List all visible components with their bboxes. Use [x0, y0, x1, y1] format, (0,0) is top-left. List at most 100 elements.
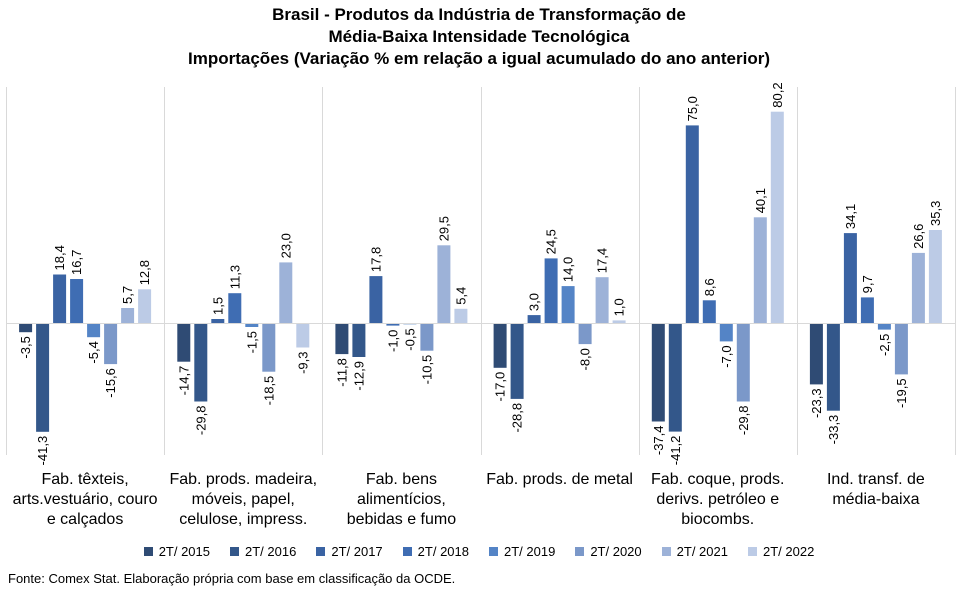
- bar: [194, 323, 208, 402]
- data-label: -14,7: [176, 366, 191, 396]
- legend-swatch: [230, 547, 240, 556]
- category-label-line: média-baixa: [832, 491, 920, 508]
- legend-swatch: [402, 547, 412, 556]
- data-label: -8,0: [578, 348, 593, 370]
- data-label: 40,1: [753, 188, 768, 213]
- legend-label: 2T/ 2015: [158, 544, 211, 559]
- bar: [809, 323, 823, 385]
- legend-item: 2T/ 2016: [230, 544, 296, 559]
- category-label-line: Fab. coque, prods.: [651, 471, 785, 488]
- bar: [702, 300, 716, 323]
- legend-item: 2T/ 2022: [747, 544, 815, 559]
- bar: [228, 293, 242, 323]
- bar: [510, 323, 524, 399]
- bar: [177, 323, 191, 362]
- data-label: 24,5: [544, 229, 559, 254]
- category-label-line: móveis, papel,: [191, 491, 295, 508]
- data-label: -0,5: [402, 328, 417, 350]
- chart-title: Brasil - Produtos da Indústria de Transf…: [0, 4, 958, 70]
- legend-label: 2T/ 2016: [245, 544, 297, 559]
- legend-swatch: [661, 547, 671, 556]
- bar: [36, 323, 50, 432]
- legend-label: 2T/ 2022: [762, 544, 815, 559]
- data-label: 8,6: [702, 278, 717, 296]
- category-label: Fab. têxteis, arts.vestuário, couro e calç…: [7, 470, 163, 530]
- bar: [843, 233, 857, 323]
- legend-label: 2T/ 2021: [676, 544, 728, 559]
- bar: [352, 323, 366, 357]
- bar: [719, 323, 733, 342]
- data-label: -15,6: [103, 368, 118, 398]
- legend-swatch: [489, 547, 498, 556]
- category-label: Fab. coque, prods. derivs. petróleo e bioc…: [640, 470, 796, 530]
- bar: [262, 323, 276, 372]
- category-label-line: derivs. petróleo e: [656, 491, 780, 508]
- source-note: Fonte: Comex Stat. Elaboração própria co…: [8, 571, 456, 586]
- bar: [668, 323, 682, 432]
- category-label: Ind. transf. de média-baixa: [798, 470, 954, 510]
- bar: [19, 323, 33, 333]
- category-label: Fab. prods. de metal: [482, 470, 638, 490]
- category-label-line: Fab. prods. de metal: [486, 471, 633, 488]
- chart-title-line-2: Média-Baixa Intensidade Tecnológica: [328, 27, 630, 46]
- category-label-line: alimentícios,: [356, 491, 446, 508]
- data-label: 18,4: [52, 245, 67, 270]
- bar: [245, 323, 259, 327]
- category-label-line: biocombs.: [681, 511, 755, 528]
- data-label: -11,8: [334, 358, 349, 387]
- data-label: -3,5: [18, 336, 33, 358]
- data-label: -1,0: [385, 330, 400, 352]
- chart-title-line-3: Importações (Variação % em relação a igu…: [188, 49, 770, 68]
- legend-label: 2T/ 2019: [504, 544, 556, 559]
- data-label: -12,9: [351, 361, 366, 391]
- bar: [121, 308, 135, 323]
- bar: [826, 323, 840, 411]
- bar: [493, 323, 507, 368]
- bar: [53, 274, 67, 323]
- chart-title-line-1: Brasil - Produtos da Indústria de Transf…: [272, 5, 686, 24]
- data-label: 5,7: [120, 286, 135, 304]
- legend-item: 2T/ 2017: [316, 544, 383, 559]
- data-label: 9,7: [860, 275, 875, 293]
- legend-swatch: [316, 547, 326, 556]
- legend-swatch: [143, 547, 153, 556]
- data-label: 12,8: [137, 260, 152, 285]
- data-label: -28,8: [510, 403, 525, 433]
- bar: [437, 245, 451, 323]
- bar: [595, 277, 609, 323]
- data-label: 11,3: [227, 265, 242, 289]
- bar: [877, 323, 891, 330]
- bar: [211, 319, 225, 323]
- bar: [386, 323, 400, 326]
- legend-item: 2T/ 2018: [402, 544, 469, 559]
- data-label: -19,5: [894, 378, 909, 408]
- legend-item: 2T/ 2019: [489, 544, 555, 559]
- legend-label: 2T/ 2017: [331, 544, 383, 559]
- data-label: -18,5: [261, 376, 276, 406]
- data-label: 3,0: [527, 293, 542, 311]
- legend-swatch: [575, 547, 585, 556]
- data-label: -29,8: [736, 406, 751, 436]
- category-label-line: celulose, impress.: [179, 511, 308, 528]
- bar: [527, 315, 541, 323]
- data-label: 1,5: [210, 297, 225, 315]
- data-label: 80,2: [770, 82, 785, 107]
- legend-item: 2T/ 2021: [661, 544, 728, 559]
- category-label-line: Ind. transf. de: [826, 471, 925, 488]
- bar: [612, 320, 626, 323]
- category-label: Fab. prods. madeira, móveis, papel, celulo…: [165, 470, 321, 530]
- data-label: -5,4: [86, 341, 101, 363]
- bar: [279, 262, 293, 323]
- bar: [685, 125, 699, 324]
- data-label: -29,8: [193, 406, 208, 436]
- bar: [860, 297, 874, 323]
- data-label: 17,8: [368, 247, 383, 272]
- data-label: 5,4: [453, 287, 468, 305]
- data-label: 23,0: [278, 233, 293, 258]
- data-label: 14,0: [561, 257, 576, 282]
- data-label: 16,7: [69, 250, 84, 275]
- data-label: -33,3: [826, 415, 841, 445]
- legend-item: 2T/ 2020: [575, 544, 642, 559]
- legend-label: 2T/ 2020: [590, 544, 642, 559]
- data-label: 34,1: [843, 204, 858, 229]
